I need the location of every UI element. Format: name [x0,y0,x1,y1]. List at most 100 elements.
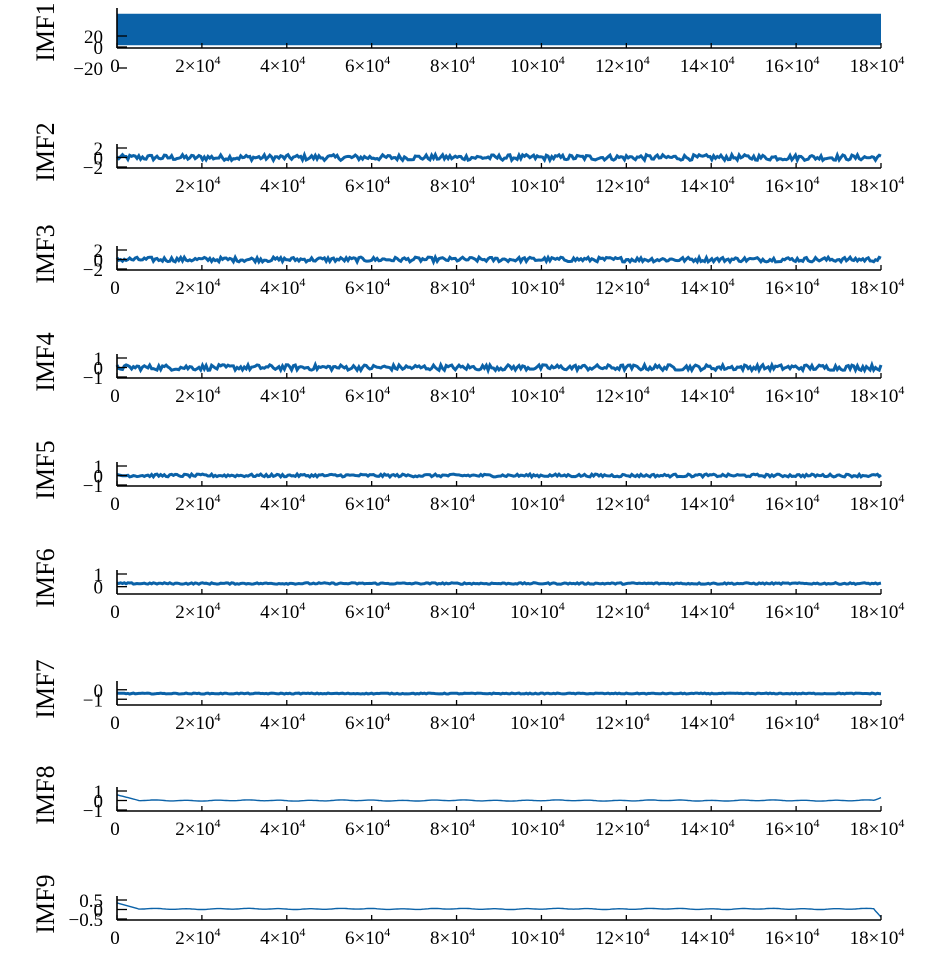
x-tick-label: 16×104 [765,710,820,734]
x-tick-label: 16×104 [765,816,820,840]
x-tick-label: 10×104 [510,173,565,197]
imf-series-line [116,691,882,696]
x-tick-label: 14×104 [680,710,735,734]
x-tick-label: 0 [110,819,120,840]
y-tick-label: 1 [94,457,104,478]
x-tick-label: 6×104 [345,383,390,407]
x-tick-label: 12×104 [595,925,650,949]
x-tick-label: 10×104 [510,53,565,77]
y-tick-label: 0 [94,901,104,922]
imf-panel-6: 0 2×104 4×104 6×104 8×104 10×104 12×104 14×104 1… [31,548,904,623]
x-tick-label: 6×104 [345,53,390,77]
x-tick-label: 18×104 [850,383,905,407]
y-tick-label: 2 [94,241,104,262]
x-tick-label: 4×104 [260,710,305,734]
x-tick-label: 0 [110,713,120,734]
y-tick-label: 0 [94,149,104,170]
y-axis-label: IMF7 [31,659,60,718]
x-tick-label: 8×104 [430,816,475,840]
imf-series-line [115,253,882,266]
x-tick-label: 6×104 [345,710,390,734]
x-tick-label: 4×104 [260,816,305,840]
x-tick-label: 18×104 [850,173,905,197]
y-tick-label: −1 [83,801,103,822]
x-tick-label: 16×104 [765,925,820,949]
y-tick-label: 0 [94,681,104,702]
imf-series-line [116,581,882,587]
x-tick-label: 10×104 [510,599,565,623]
x-tick-label: 2×104 [175,491,220,515]
y-tick-label: 0.5 [79,891,103,912]
x-tick-label: 8×104 [430,491,475,515]
y-axis-label: IMF4 [31,332,60,391]
y-tick-label: 1 [94,565,104,586]
imf-panel-8: 0 2×104 4×104 6×104 8×104 10×104 12×104 14×104 1… [31,765,904,840]
x-tick-label: 10×104 [510,816,565,840]
x-tick-label: 0 [110,928,120,949]
x-tick-label: 0 [110,602,120,623]
x-tick-label: 6×104 [345,173,390,197]
y-axis-label: IMF6 [31,548,60,607]
x-tick-label: 14×104 [680,816,735,840]
x-tick-label: 4×104 [260,173,305,197]
x-tick-label: 4×104 [260,275,305,299]
y-axis-label: IMF2 [31,122,60,181]
x-tick-label: 6×104 [345,925,390,949]
x-tick-label: 6×104 [345,491,390,515]
y-tick-label: 1 [94,349,104,370]
x-tick-label: 10×104 [510,275,565,299]
x-tick-label: 2×104 [175,599,220,623]
imf-series-line [116,471,882,480]
x-tick-label: 6×104 [345,599,390,623]
x-tick-label: 10×104 [510,383,565,407]
x-tick-label: 8×104 [430,275,475,299]
x-tick-label: 14×104 [680,53,735,77]
y-axis-label: IMF3 [31,224,60,283]
x-tick-label: 8×104 [430,599,475,623]
imf-panel-5: 0 2×104 4×104 6×104 8×104 10×104 12×104 14×104 1… [31,440,904,515]
x-tick-label: 14×104 [680,491,735,515]
y-tick-label: 0 [94,359,104,380]
x-tick-label: 2×104 [175,925,220,949]
y-tick-label: −2 [83,260,103,281]
y-tick-label: 2 [94,139,104,160]
imf-series-line [117,13,881,46]
x-tick-label: 0 [110,278,120,299]
y-axis-label: IMF9 [31,874,60,933]
x-tick-label: 12×104 [595,275,650,299]
imf-panel-1: 0 2×104 4×104 6×104 8×104 10×104 12×104 14×104 1… [31,2,904,80]
x-tick-label: 12×104 [595,53,650,77]
x-tick-label: 18×104 [850,491,905,515]
x-tick-label: 2×104 [175,383,220,407]
x-tick-label: 6×104 [345,816,390,840]
x-tick-label: 18×104 [850,925,905,949]
y-tick-label: 0 [94,38,104,59]
y-tick-label: −2 [83,158,103,179]
x-tick-label: 10×104 [510,491,565,515]
imf-series-line [116,794,882,802]
x-tick-label: 16×104 [765,275,820,299]
x-tick-label: 14×104 [680,599,735,623]
x-tick-label: 18×104 [850,816,905,840]
x-tick-label: 4×104 [260,491,305,515]
x-tick-label: 18×104 [850,275,905,299]
x-tick-label: 4×104 [260,383,305,407]
imf-panel-3: 0 2×104 4×104 6×104 8×104 10×104 12×104 14×104 1… [31,224,904,299]
x-tick-label: 18×104 [850,710,905,734]
x-tick-label: 16×104 [765,53,820,77]
y-tick-label: −1 [83,476,103,497]
x-tick-label: 0 [110,494,120,515]
x-tick-label: 8×104 [430,173,475,197]
y-axis-label: IMF1 [31,2,60,61]
x-tick-label: 4×104 [260,53,305,77]
x-tick-label: 0 [110,56,120,77]
y-tick-label: −1 [83,368,103,389]
y-tick-label: −0.5 [69,910,103,931]
x-tick-label: 16×104 [765,383,820,407]
x-tick-label: 8×104 [430,383,475,407]
x-tick-label: 10×104 [510,710,565,734]
y-tick-label: 0 [94,578,104,599]
x-tick-label: 14×104 [680,275,735,299]
x-tick-label: 12×104 [595,710,650,734]
